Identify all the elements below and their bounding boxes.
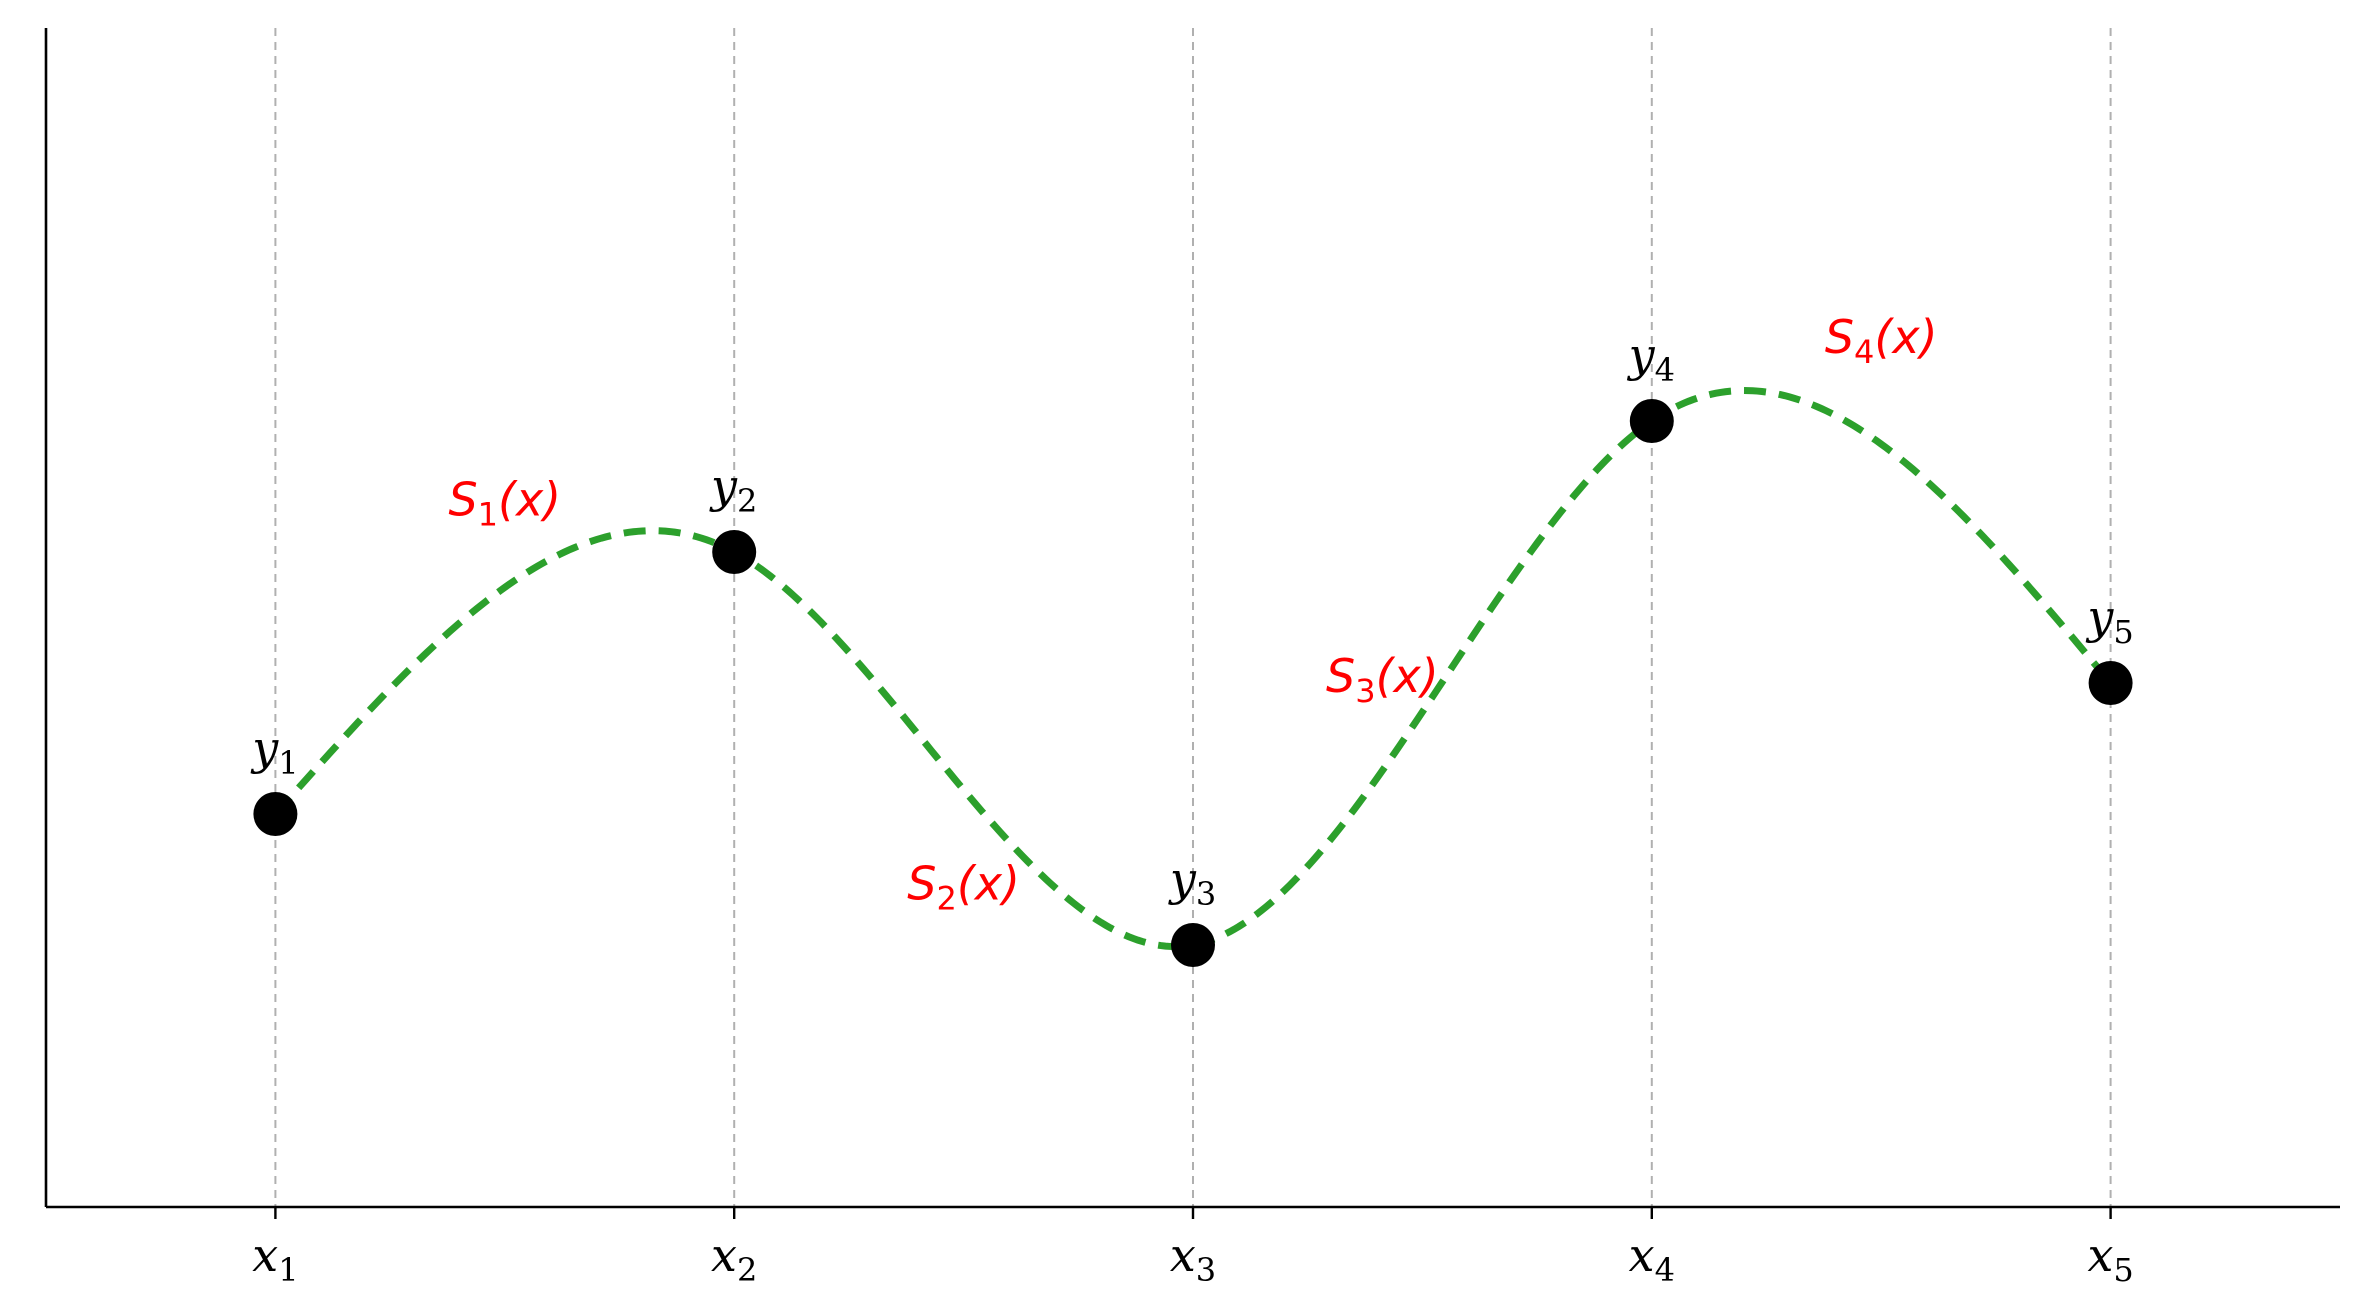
knot-value-label-3: y3 (1168, 852, 1216, 913)
x-tick-label-4: x4 (1629, 1228, 1675, 1289)
knot-value-labels: y1 y2 y3 y4 y5 (250, 328, 2134, 913)
vertical-grid-lines (274, 28, 2112, 1207)
segment-label-2: S2(x) (907, 857, 1020, 918)
knot-value-label-5: y5 (2085, 590, 2133, 651)
knot-value-label-4: y4 (1627, 328, 1675, 389)
segment-label-1: S1(x) (448, 472, 561, 533)
x-tick-label-5: x5 (2087, 1228, 2133, 1289)
knot-value-label-1: y1 (250, 721, 298, 782)
x-tick-label-2: x2 (711, 1228, 757, 1289)
segment-labels: S1(x) S2(x) S3(x) S4(x) (448, 310, 1937, 918)
knot-point-1 (253, 792, 298, 836)
knot-point-5 (2088, 661, 2133, 705)
knot-point-3 (1171, 923, 1215, 967)
x-tick-label-3: x3 (1170, 1228, 1216, 1289)
knot-point-4 (1629, 399, 1674, 443)
x-axis-ticks: x1 x2 x3 x4 x5 (252, 1207, 2134, 1289)
knot-point-2 (712, 530, 757, 574)
knot-points (253, 399, 2133, 967)
segment-label-3: S3(x) (1326, 649, 1439, 710)
x-tick-label-1: x1 (252, 1228, 298, 1289)
segment-label-4: S4(x) (1825, 310, 1938, 371)
knot-value-label-2: y2 (709, 459, 757, 520)
